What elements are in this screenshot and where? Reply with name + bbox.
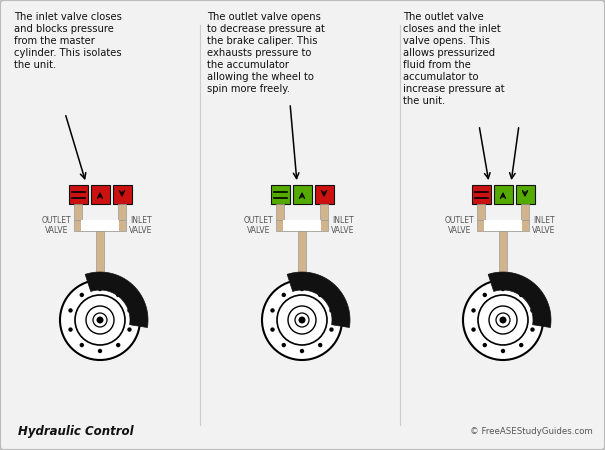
Circle shape (68, 328, 73, 332)
Circle shape (277, 295, 327, 345)
Circle shape (97, 316, 103, 324)
Bar (315, 185, 333, 204)
Circle shape (483, 343, 487, 347)
Circle shape (80, 292, 84, 297)
Bar (81, 220, 119, 231)
Bar (91, 185, 110, 204)
Circle shape (318, 343, 322, 347)
Bar (494, 185, 512, 204)
Text: The inlet valve closes
and blocks pressure
from the master
cylinder. This isolat: The inlet valve closes and blocks pressu… (14, 12, 122, 70)
Text: INLET
VALVE: INLET VALVE (331, 216, 355, 235)
Bar (276, 204, 284, 220)
Circle shape (298, 316, 306, 324)
Text: INLET
VALVE: INLET VALVE (129, 216, 152, 235)
Circle shape (471, 328, 476, 332)
Bar (68, 185, 88, 204)
Bar (96, 231, 104, 283)
Circle shape (478, 295, 528, 345)
Circle shape (68, 308, 73, 313)
Circle shape (98, 349, 102, 353)
Text: The outlet valve opens
to decrease pressure at
the brake caliper. This
exhausts : The outlet valve opens to decrease press… (207, 12, 325, 94)
Circle shape (116, 343, 120, 347)
Bar (320, 204, 328, 220)
Circle shape (80, 343, 84, 347)
Circle shape (288, 306, 316, 334)
Bar (118, 204, 126, 220)
Circle shape (127, 308, 132, 313)
Circle shape (127, 328, 132, 332)
Text: Hydraulic Control: Hydraulic Control (18, 426, 134, 438)
Text: OUTLET
VALVE: OUTLET VALVE (41, 216, 71, 235)
Circle shape (300, 349, 304, 353)
Bar (499, 231, 507, 283)
Circle shape (519, 292, 523, 297)
Bar (276, 220, 328, 231)
Circle shape (531, 328, 535, 332)
Circle shape (329, 328, 334, 332)
Polygon shape (85, 272, 148, 328)
Bar (113, 185, 131, 204)
Text: © FreeASEStudyGuides.com: © FreeASEStudyGuides.com (470, 428, 593, 436)
Bar (471, 185, 491, 204)
Circle shape (270, 308, 275, 313)
Text: OUTLET
VALVE: OUTLET VALVE (243, 216, 273, 235)
Bar (270, 185, 290, 204)
Circle shape (270, 328, 275, 332)
Circle shape (531, 308, 535, 313)
Bar (484, 220, 522, 231)
Circle shape (483, 292, 487, 297)
Polygon shape (488, 272, 551, 328)
Bar (477, 220, 529, 231)
Circle shape (60, 280, 140, 360)
Circle shape (501, 349, 505, 353)
Circle shape (329, 308, 334, 313)
Circle shape (496, 313, 510, 327)
Bar (477, 204, 485, 220)
Text: The outlet valve
closes and the inlet
valve opens. This
allows pressurized
fluid: The outlet valve closes and the inlet va… (403, 12, 505, 106)
Bar (515, 185, 534, 204)
Circle shape (471, 308, 476, 313)
Circle shape (281, 292, 286, 297)
Circle shape (500, 316, 506, 324)
Bar (292, 185, 312, 204)
Bar (298, 231, 306, 283)
Bar (74, 204, 82, 220)
Circle shape (262, 280, 342, 360)
Circle shape (489, 306, 517, 334)
Circle shape (281, 343, 286, 347)
Circle shape (318, 292, 322, 297)
Polygon shape (287, 272, 350, 328)
Text: INLET
VALVE: INLET VALVE (532, 216, 555, 235)
Circle shape (116, 292, 120, 297)
Circle shape (300, 287, 304, 291)
Bar (74, 220, 126, 231)
Circle shape (519, 343, 523, 347)
Circle shape (98, 287, 102, 291)
Circle shape (93, 313, 107, 327)
Circle shape (295, 313, 309, 327)
Text: OUTLET
VALVE: OUTLET VALVE (445, 216, 474, 235)
Circle shape (501, 287, 505, 291)
Circle shape (86, 306, 114, 334)
Bar (283, 220, 321, 231)
Bar (521, 204, 529, 220)
Circle shape (75, 295, 125, 345)
Circle shape (463, 280, 543, 360)
